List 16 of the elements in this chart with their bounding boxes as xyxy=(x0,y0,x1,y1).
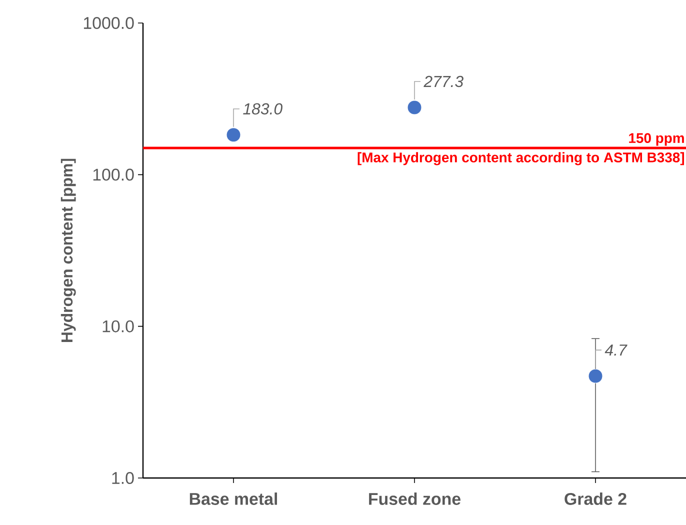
y-axis-title: Hydrogen content [ppm] xyxy=(60,158,76,342)
point xyxy=(588,368,603,384)
x-tick-label: Base metal xyxy=(190,492,277,505)
y-tick-label: 10.0 xyxy=(102,320,134,332)
annotation: [Max Hydrogen content according to ASTM B338] xyxy=(358,152,684,166)
data-label: 277.3 xyxy=(424,76,464,88)
ref-line-label: 150 ppm xyxy=(629,133,684,146)
data-label: 4.7 xyxy=(604,344,628,356)
point xyxy=(407,100,422,115)
y-tick-label: 100.0 xyxy=(93,168,134,181)
point xyxy=(226,128,241,142)
x-tick-label: Fused zone xyxy=(369,492,460,505)
y-tick-label: 1.0 xyxy=(112,472,134,484)
data-label: 183.0 xyxy=(243,103,282,115)
y-tick-label: 1000.0 xyxy=(84,16,134,29)
x-tick-label: Grade 2 xyxy=(564,492,626,505)
